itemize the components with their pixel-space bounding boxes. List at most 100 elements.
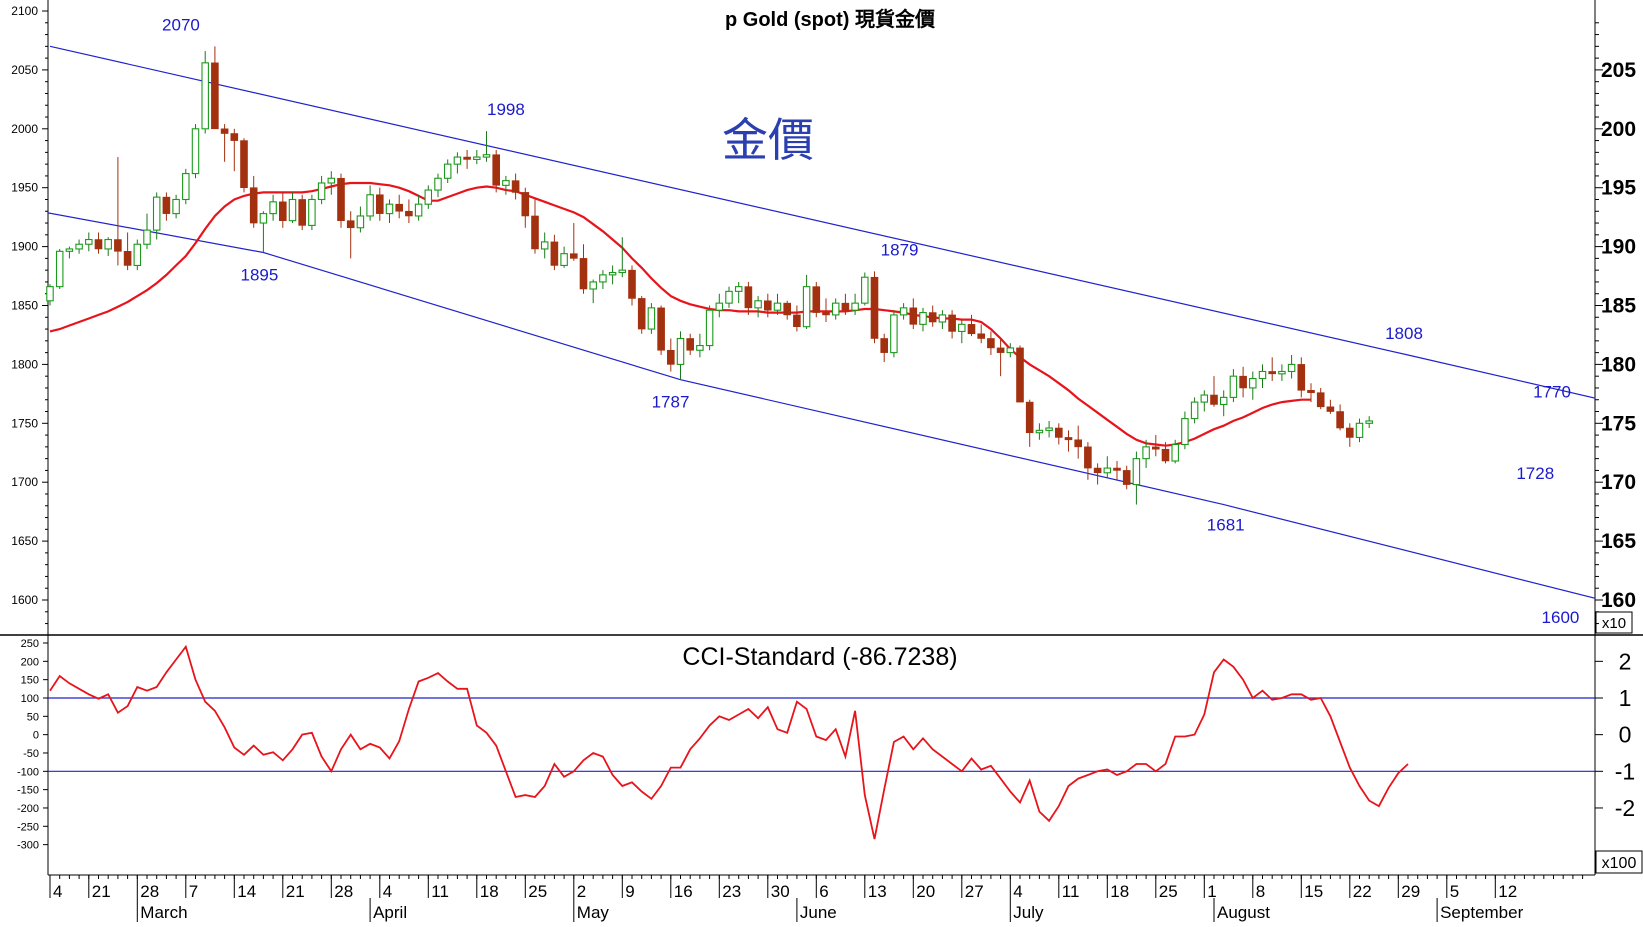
candle-body	[1278, 370, 1286, 375]
x-day-tick-label: 12	[1498, 882, 1517, 901]
candlestick	[1132, 451, 1141, 505]
candlestick	[725, 286, 733, 308]
candlestick	[1093, 463, 1102, 485]
candlestick	[298, 194, 307, 231]
candle-body	[734, 286, 743, 292]
x-day-tick-label: 4	[53, 882, 62, 901]
candlestick	[337, 173, 345, 228]
candlestick	[317, 175, 326, 205]
candle-body	[220, 128, 229, 134]
candlestick	[1219, 390, 1228, 417]
x-month-label: April	[373, 903, 407, 922]
candlestick	[754, 296, 762, 318]
x-month-label: August	[1217, 903, 1270, 922]
candle-body	[1268, 371, 1276, 375]
candle-body	[249, 187, 258, 224]
candle-body	[773, 302, 782, 311]
candle-body	[55, 250, 64, 288]
candlestick	[395, 194, 404, 219]
candlestick	[240, 138, 248, 193]
x-day-tick-label: 9	[625, 882, 634, 901]
x-day-tick-label: 15	[1304, 882, 1323, 901]
candlestick	[133, 239, 142, 271]
x-month-label: May	[577, 903, 610, 922]
candlestick	[977, 324, 986, 344]
candlestick	[201, 51, 209, 134]
candle-body	[1297, 364, 1306, 391]
candle-body	[928, 312, 937, 323]
candlestick	[531, 199, 539, 254]
candle-body	[948, 314, 956, 332]
price-left-tick-label: 2050	[11, 63, 38, 77]
candle-body	[715, 302, 724, 311]
candlestick	[443, 159, 452, 183]
candle-body	[278, 201, 287, 221]
candlestick	[230, 128, 239, 172]
candlestick	[928, 305, 937, 327]
candlestick	[1006, 343, 1015, 358]
candle-body	[783, 302, 792, 316]
x-day-tick-label: 11	[431, 882, 449, 901]
candlestick	[987, 331, 995, 355]
candlestick	[1084, 442, 1092, 480]
candle-body	[385, 203, 394, 215]
candle-body	[511, 180, 520, 193]
cci-left-tick-label: 100	[21, 693, 39, 705]
candlestick	[434, 173, 442, 198]
x-day-tick-label: 5	[1450, 882, 1459, 901]
price-right-tick-label: 170	[1601, 471, 1636, 494]
candle-body	[802, 286, 811, 328]
candlestick	[405, 199, 413, 224]
price-right-tick-label: 165	[1601, 530, 1636, 553]
candle-body	[851, 302, 859, 311]
candlestick	[366, 185, 374, 221]
x-day-tick-label: 4	[1013, 882, 1022, 901]
candlestick	[560, 246, 568, 268]
x-month-label: June	[800, 903, 837, 922]
cci-right-tick-label: -2	[1615, 795, 1635, 821]
candlestick	[1258, 364, 1267, 388]
price-right-axis: 205 200 195 190 185 180 175 170 165 160	[1595, 22, 1636, 625]
candle-body	[1084, 446, 1092, 469]
candlestick	[414, 194, 423, 221]
x-day-tick-label: 27	[965, 882, 984, 901]
cci-left-tick-label: 50	[27, 711, 39, 723]
candlestick	[628, 265, 636, 306]
candle-body	[1025, 401, 1034, 434]
x-day-tick-label: 30	[771, 882, 790, 901]
candle-body	[414, 203, 423, 217]
price-right-tick-label: 175	[1601, 412, 1636, 435]
candle-body	[502, 180, 510, 186]
price-left-axis: 2100 2050 2000 1950 1900 1850 1800 1750 1700 1650…	[11, 4, 48, 625]
candlestick	[1113, 460, 1121, 480]
candle-body	[531, 215, 539, 250]
candle-body	[1219, 396, 1228, 406]
candle-body	[919, 312, 927, 325]
candle-body	[763, 300, 772, 311]
price-left-tick-label: 1950	[11, 181, 38, 195]
candle-body	[793, 314, 801, 328]
candlestick	[676, 331, 685, 380]
candlestick	[492, 150, 501, 193]
candle-body	[831, 302, 840, 316]
candlestick	[385, 199, 394, 224]
candle-body	[569, 253, 578, 259]
candle-body	[1055, 427, 1063, 438]
candlestick	[696, 333, 704, 358]
cci-left-tick-label: 250	[21, 638, 39, 650]
price-multiplier-label: x10	[1602, 615, 1626, 632]
price-left-tick-label: 1650	[11, 534, 38, 548]
candle-body	[938, 314, 947, 323]
candlestick	[1045, 420, 1053, 438]
price-right-tick-label: 205	[1601, 59, 1636, 82]
candlestick	[346, 211, 355, 259]
candlestick	[880, 333, 889, 363]
candle-body	[1316, 392, 1325, 408]
candle-body	[540, 241, 549, 250]
candle-body	[686, 338, 695, 351]
candlestick	[1200, 390, 1209, 412]
price-annotation: 1681	[1207, 516, 1245, 535]
candlestick	[744, 281, 753, 315]
